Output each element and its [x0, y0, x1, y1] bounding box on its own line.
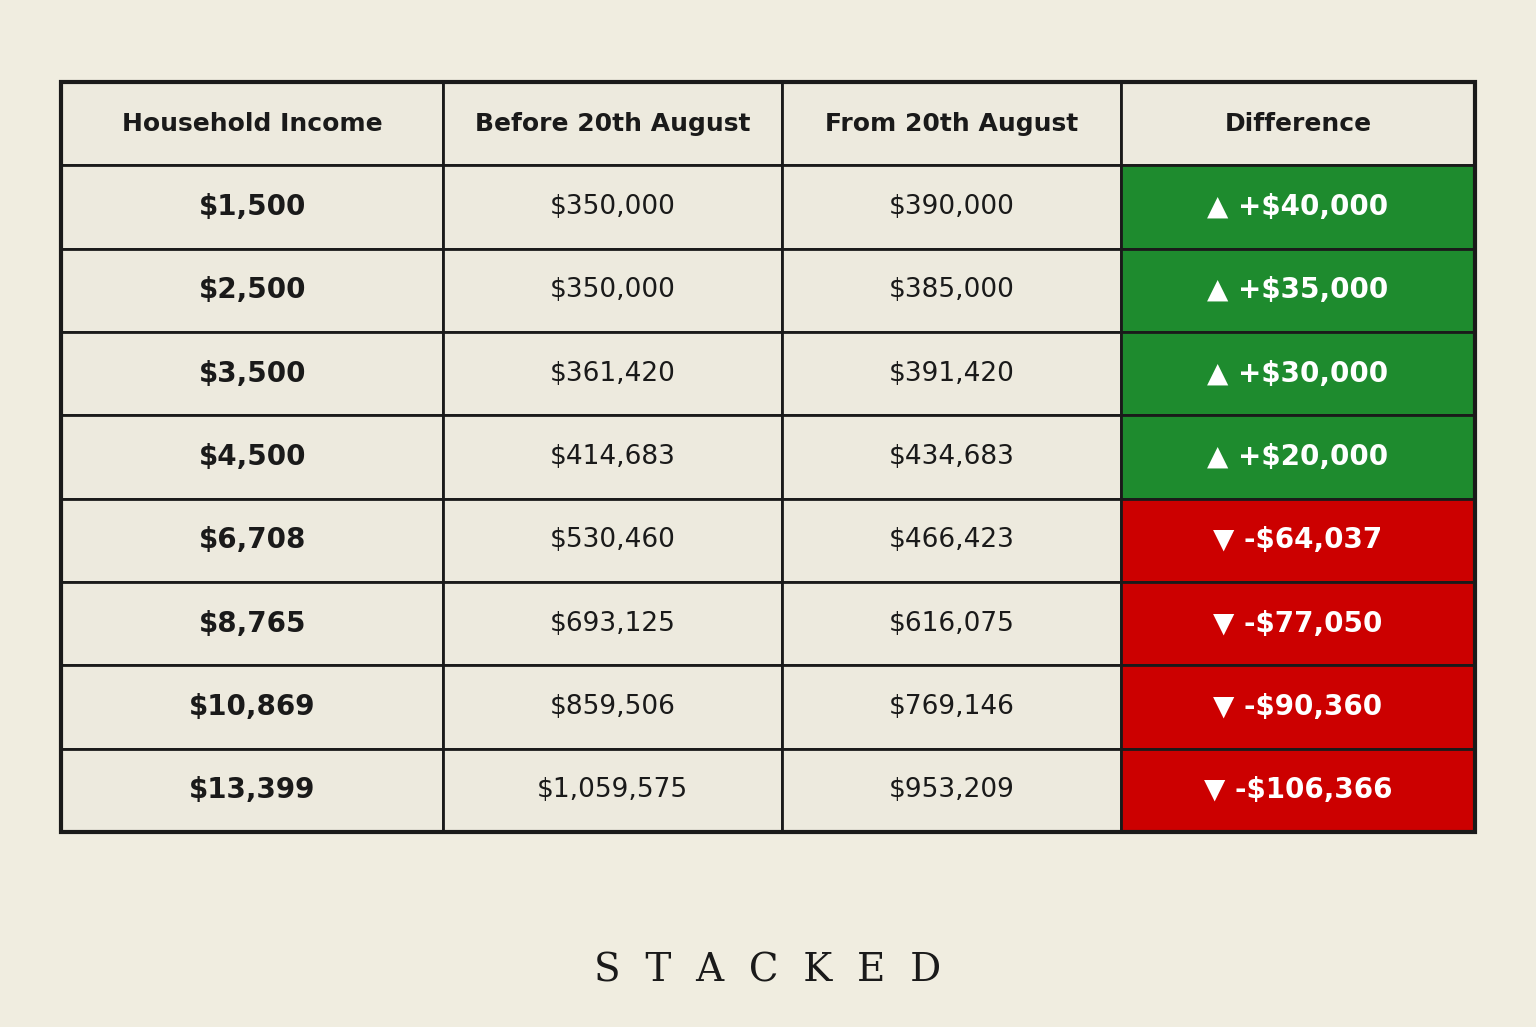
FancyBboxPatch shape [61, 82, 442, 165]
FancyBboxPatch shape [1121, 665, 1475, 749]
FancyBboxPatch shape [782, 332, 1121, 415]
Text: $466,423: $466,423 [889, 527, 1015, 554]
Text: $385,000: $385,000 [889, 277, 1015, 303]
Text: $10,869: $10,869 [189, 693, 315, 721]
Text: $953,209: $953,209 [889, 777, 1015, 803]
FancyBboxPatch shape [442, 665, 782, 749]
FancyBboxPatch shape [782, 165, 1121, 249]
Text: $616,075: $616,075 [889, 611, 1015, 637]
Text: ▲ +$40,000: ▲ +$40,000 [1207, 193, 1389, 221]
Text: $2,500: $2,500 [198, 276, 306, 304]
Text: ▼ -$77,050: ▼ -$77,050 [1213, 610, 1382, 638]
Text: $6,708: $6,708 [198, 526, 306, 555]
FancyBboxPatch shape [442, 165, 782, 249]
FancyBboxPatch shape [1121, 749, 1475, 832]
FancyBboxPatch shape [442, 582, 782, 665]
FancyBboxPatch shape [61, 332, 442, 415]
Text: $361,420: $361,420 [550, 360, 676, 387]
Text: $1,500: $1,500 [198, 193, 306, 221]
FancyBboxPatch shape [1121, 82, 1475, 165]
FancyBboxPatch shape [442, 749, 782, 832]
Text: $434,683: $434,683 [889, 444, 1015, 470]
FancyBboxPatch shape [1121, 415, 1475, 499]
Text: ▼ -$90,360: ▼ -$90,360 [1213, 693, 1382, 721]
Text: ▲ +$35,000: ▲ +$35,000 [1207, 276, 1389, 304]
FancyBboxPatch shape [442, 499, 782, 582]
FancyBboxPatch shape [1121, 499, 1475, 582]
FancyBboxPatch shape [442, 415, 782, 499]
Text: ▲ +$30,000: ▲ +$30,000 [1207, 359, 1389, 388]
FancyBboxPatch shape [1121, 332, 1475, 415]
Text: $1,059,575: $1,059,575 [538, 777, 688, 803]
FancyBboxPatch shape [442, 332, 782, 415]
FancyBboxPatch shape [61, 665, 442, 749]
Text: S  T  A  C  K  E  D: S T A C K E D [594, 952, 942, 989]
FancyBboxPatch shape [782, 665, 1121, 749]
Text: Before 20th August: Before 20th August [475, 112, 750, 136]
FancyBboxPatch shape [1121, 249, 1475, 332]
Text: $3,500: $3,500 [198, 359, 306, 388]
Text: Difference: Difference [1224, 112, 1372, 136]
FancyBboxPatch shape [61, 582, 442, 665]
Text: $4,500: $4,500 [198, 443, 306, 471]
Text: $414,683: $414,683 [550, 444, 676, 470]
Text: $350,000: $350,000 [550, 277, 676, 303]
Text: $859,506: $859,506 [550, 694, 676, 720]
Text: $693,125: $693,125 [550, 611, 676, 637]
FancyBboxPatch shape [61, 749, 442, 832]
Text: $391,420: $391,420 [889, 360, 1015, 387]
FancyBboxPatch shape [442, 82, 782, 165]
Text: From 20th August: From 20th August [825, 112, 1078, 136]
Text: Household Income: Household Income [121, 112, 382, 136]
FancyBboxPatch shape [782, 749, 1121, 832]
Text: $530,460: $530,460 [550, 527, 676, 554]
FancyBboxPatch shape [782, 82, 1121, 165]
FancyBboxPatch shape [782, 499, 1121, 582]
Text: $390,000: $390,000 [889, 194, 1015, 220]
Text: $8,765: $8,765 [198, 610, 306, 638]
FancyBboxPatch shape [442, 249, 782, 332]
FancyBboxPatch shape [61, 165, 442, 249]
Text: $769,146: $769,146 [889, 694, 1015, 720]
FancyBboxPatch shape [61, 499, 442, 582]
FancyBboxPatch shape [782, 582, 1121, 665]
Text: $13,399: $13,399 [189, 776, 315, 804]
FancyBboxPatch shape [61, 249, 442, 332]
FancyBboxPatch shape [782, 249, 1121, 332]
FancyBboxPatch shape [1121, 582, 1475, 665]
FancyBboxPatch shape [782, 415, 1121, 499]
Text: $350,000: $350,000 [550, 194, 676, 220]
FancyBboxPatch shape [1121, 165, 1475, 249]
Text: ▲ +$20,000: ▲ +$20,000 [1207, 443, 1389, 471]
FancyBboxPatch shape [61, 415, 442, 499]
Text: ▼ -$106,366: ▼ -$106,366 [1204, 776, 1392, 804]
Text: ▼ -$64,037: ▼ -$64,037 [1213, 526, 1382, 555]
